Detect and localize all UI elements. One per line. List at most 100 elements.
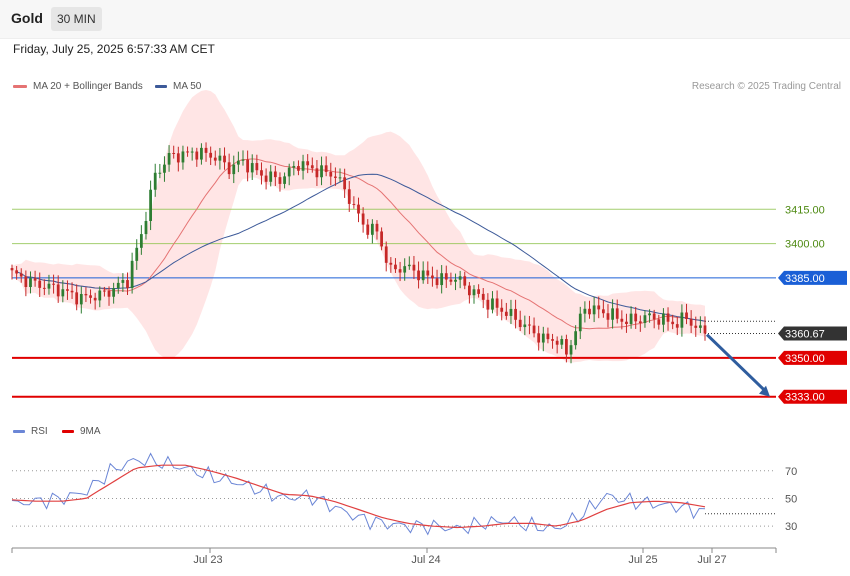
ma20-legend-label: MA 20 + Bollinger Bands (33, 81, 143, 92)
candle (500, 307, 504, 312)
time-axis-label: Jul 25 (628, 554, 657, 566)
candle (186, 151, 189, 153)
candle (163, 164, 166, 173)
candle (555, 340, 559, 345)
candle (606, 313, 610, 320)
candle (384, 246, 388, 263)
candle (70, 290, 74, 293)
time-axis-label: Jul 27 (697, 554, 726, 566)
candle (89, 295, 92, 298)
candle (615, 308, 619, 319)
candle (648, 313, 651, 316)
forecast-arrow-head (759, 385, 770, 397)
candle (463, 276, 467, 286)
support-label: 3350.00 (785, 353, 825, 365)
candle (121, 280, 125, 283)
candle (583, 308, 587, 314)
candle (38, 280, 42, 288)
candle (537, 333, 541, 343)
candle (495, 298, 499, 308)
candle (407, 264, 411, 267)
candle (292, 166, 296, 168)
candle (458, 276, 462, 280)
candle (135, 247, 139, 261)
candle (546, 333, 550, 340)
candle (24, 276, 28, 288)
candle (181, 151, 185, 163)
resistance-label: 3400.00 (785, 239, 825, 251)
candle (467, 285, 471, 296)
candle (144, 220, 148, 235)
candle (347, 189, 351, 204)
candle (574, 331, 578, 346)
current-price-tag (778, 326, 847, 341)
candle (223, 155, 226, 163)
candle (42, 287, 46, 289)
candle (486, 299, 490, 310)
candle (273, 171, 277, 178)
candle (680, 312, 684, 328)
candle (126, 280, 129, 289)
candle (107, 290, 111, 297)
rsi-ma-legend-label: 9MA (80, 426, 101, 437)
candle (421, 270, 425, 281)
candle (130, 260, 134, 289)
candle (703, 325, 707, 334)
candle (33, 278, 37, 281)
candle (334, 176, 337, 178)
candle (403, 266, 407, 273)
candle (588, 308, 591, 315)
candle (172, 152, 176, 154)
candle (569, 345, 573, 355)
candle (98, 290, 102, 301)
candle (454, 279, 457, 282)
candle (389, 262, 393, 265)
candle (689, 319, 693, 326)
candle (324, 165, 328, 172)
candle (481, 293, 485, 300)
candle (338, 177, 342, 179)
candle (671, 321, 675, 325)
candle (685, 312, 688, 320)
candle (84, 293, 88, 296)
candle (260, 170, 263, 176)
candle (417, 270, 420, 281)
candle (449, 279, 453, 282)
candle (66, 289, 69, 291)
candle (190, 151, 194, 153)
timeframe-button[interactable]: 30 MIN (51, 7, 102, 31)
candle (15, 270, 19, 274)
candle (518, 319, 522, 328)
candle (578, 313, 582, 332)
candle (103, 290, 106, 292)
candle (47, 283, 51, 289)
candle (657, 319, 661, 325)
candle (204, 147, 208, 153)
candle (75, 292, 79, 305)
candle (592, 305, 596, 315)
candle (269, 171, 273, 182)
candle (375, 223, 379, 232)
rsi-tick-label: 50 (785, 493, 797, 505)
candle (509, 308, 513, 316)
support-tag (778, 350, 847, 365)
candle (287, 167, 291, 177)
rsi-legend-label: RSI (31, 426, 48, 437)
candle (232, 164, 236, 175)
pivot-tag (778, 270, 847, 285)
candle (315, 168, 319, 178)
candle (139, 234, 143, 248)
rsi-tick-label: 30 (785, 521, 797, 533)
candle (301, 161, 305, 171)
candle (29, 278, 32, 288)
legend-rsi-ma: 9MA (62, 426, 101, 437)
rsi-line (11, 452, 706, 536)
candle (634, 313, 638, 322)
candle (514, 308, 517, 320)
candle (523, 324, 527, 328)
candle (426, 270, 430, 276)
candle (246, 159, 250, 173)
datetime-label: Friday, July 25, 2025 6:57:33 AM CET (13, 42, 215, 56)
